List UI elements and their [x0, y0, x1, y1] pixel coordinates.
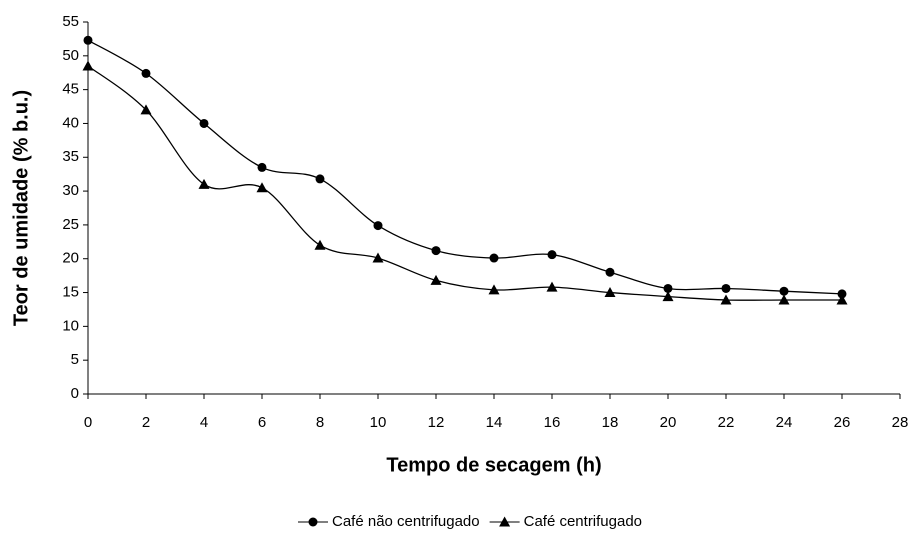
y-tick-label: 55 [62, 13, 79, 30]
marker [836, 294, 848, 305]
marker [256, 182, 268, 193]
series-line [87, 39, 843, 295]
y-tick-label: 20 [62, 250, 79, 267]
marker [546, 281, 558, 292]
marker [198, 178, 210, 189]
marker [604, 287, 616, 298]
x-tick-label: 10 [370, 414, 387, 431]
x-tick-label: 16 [544, 414, 561, 431]
y-tick-label: 40 [62, 114, 79, 131]
x-axis-title: Tempo de secagem (h) [386, 454, 601, 476]
marker [605, 267, 615, 277]
x-tick-label: 18 [602, 414, 619, 431]
marker [499, 516, 511, 527]
y-tick-label: 45 [62, 81, 79, 98]
marker [663, 283, 673, 293]
marker [372, 252, 384, 263]
y-tick-label: 50 [62, 47, 79, 64]
x-tick-label: 24 [776, 414, 793, 431]
marker [199, 118, 209, 128]
x-tick-label: 28 [892, 414, 909, 431]
y-axis-title: Teor de umidade (% b.u.) [10, 90, 32, 326]
x-tick-label: 12 [428, 414, 445, 431]
y-tick-label: 0 [71, 385, 79, 402]
marker [257, 162, 267, 172]
y-tick-label: 15 [62, 284, 79, 301]
marker [488, 284, 500, 295]
marker [430, 274, 442, 285]
marker [779, 286, 789, 296]
marker [721, 283, 731, 293]
marker [547, 250, 557, 260]
marker [489, 253, 499, 263]
x-tick-label: 4 [200, 414, 208, 431]
x-tick-label: 2 [142, 414, 150, 431]
x-tick-label: 6 [258, 414, 266, 431]
legend-label: Café centrifugado [524, 513, 642, 530]
series-line [87, 65, 842, 301]
marker [83, 35, 93, 45]
marker [778, 294, 790, 305]
y-tick-label: 30 [62, 182, 79, 199]
marker [308, 517, 318, 527]
marker [315, 174, 325, 184]
marker [140, 104, 152, 115]
marker [662, 291, 674, 302]
marker [314, 239, 326, 250]
y-tick-label: 35 [62, 148, 79, 165]
marker [373, 221, 383, 231]
legend-label: Café não centrifugado [332, 513, 480, 530]
x-tick-label: 20 [660, 414, 677, 431]
marker [837, 289, 847, 299]
marker [141, 68, 151, 78]
x-tick-label: 0 [84, 414, 92, 431]
y-tick-label: 25 [62, 216, 79, 233]
x-tick-label: 22 [718, 414, 735, 431]
marker [720, 294, 732, 305]
x-tick-label: 14 [486, 414, 503, 431]
y-tick-label: 5 [71, 351, 79, 368]
x-tick-label: 8 [316, 414, 324, 431]
y-tick-label: 10 [62, 317, 79, 334]
marker [431, 246, 441, 256]
x-tick-label: 26 [834, 414, 851, 431]
marker [82, 60, 94, 71]
